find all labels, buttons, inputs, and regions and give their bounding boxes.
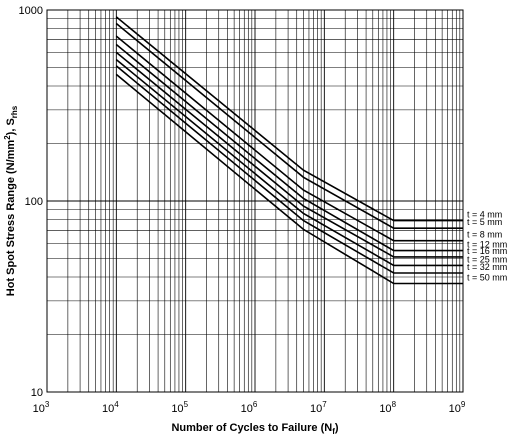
x-tick-labels: 103 104 105 106 107 108 109 — [33, 400, 466, 415]
series-label: t = 25 mm — [467, 254, 507, 264]
x-tick-label: 103 — [33, 400, 50, 415]
series-line — [115, 43, 463, 252]
series-label: t = 16 mm — [467, 246, 507, 256]
x-tick-label: 109 — [449, 400, 466, 415]
plot-frame — [46, 9, 464, 393]
series-label: t = 12 mm — [467, 240, 507, 250]
series-line — [115, 51, 463, 258]
series-line — [115, 16, 463, 222]
y-tick-label: 100 — [25, 196, 43, 208]
series-labels: t = 4 mmt = 5 mm t = 8 mmt = 12 mmt = 16 … — [467, 210, 507, 283]
series-label: t = 5 mm — [467, 217, 502, 227]
series-label: t = 32 mm — [467, 262, 507, 272]
series-lines — [115, 16, 463, 285]
y-tick-label: 1000 — [19, 5, 43, 17]
series-line — [115, 22, 463, 229]
series-label: t = 8 mm — [467, 230, 502, 240]
series-line — [115, 35, 463, 242]
y-tick-label: 10 — [31, 387, 43, 399]
series-label: t = 4 mm — [467, 210, 502, 220]
series-line — [115, 73, 463, 285]
x-tick-label: 108 — [379, 400, 396, 415]
x-tick-label: 104 — [102, 400, 119, 415]
grid-lines — [46, 10, 463, 393]
y-tick-labels: 10 100 1000 — [19, 5, 43, 399]
x-tick-label: 105 — [171, 400, 188, 415]
x-tick-label: 106 — [241, 400, 258, 415]
x-tick-label: 107 — [310, 400, 327, 415]
x-axis-title: Number of Cycles to Failure (Nf) — [171, 422, 338, 436]
y-axis-title: Hot Spot Stress Range (N/mm2), Srhs — [3, 105, 19, 296]
series-line — [115, 65, 463, 274]
series-line — [115, 58, 463, 267]
series-label: t = 50 mm — [467, 272, 507, 282]
